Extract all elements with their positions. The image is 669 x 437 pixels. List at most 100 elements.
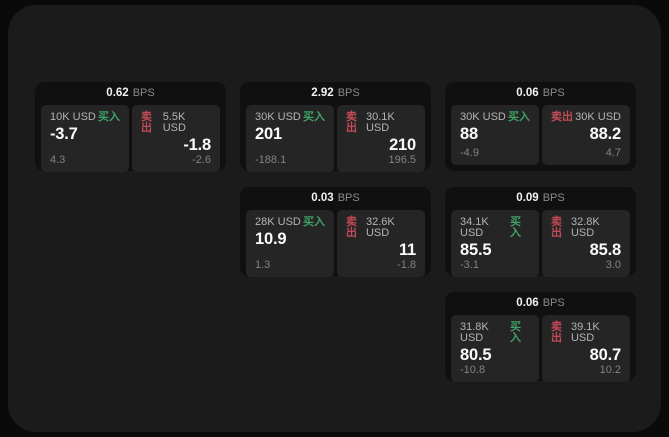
buy-label: 买入 bbox=[98, 111, 120, 123]
sell-price: 210 bbox=[389, 136, 416, 154]
sell-label: 卖出 bbox=[346, 111, 357, 134]
buy-delta: -188.1 bbox=[255, 153, 287, 166]
buy-label: 买入 bbox=[510, 321, 522, 344]
panel-top-row: 卖出 30.1K USD bbox=[346, 112, 416, 134]
card-body: 30K USD 买入 201 -188.1 卖出 30.1K USD 210 1… bbox=[240, 105, 431, 178]
buy-price: 88 bbox=[460, 125, 478, 143]
sell-price: -1.8 bbox=[183, 136, 211, 154]
bps-unit: BPS bbox=[542, 87, 565, 99]
buy-label: 买入 bbox=[303, 111, 325, 123]
quote-card[interactable]: 0.62 BPS 10K USD 买入 -3.7 4.3 卖出 5.5K USD… bbox=[35, 82, 226, 172]
bps-unit: BPS bbox=[542, 192, 565, 204]
quote-card[interactable]: 0.06 BPS 31.8K USD 买入 80.5 -10.8 卖出 39.1… bbox=[445, 292, 636, 382]
card-body: 31.8K USD 买入 80.5 -10.8 卖出 39.1K USD 80.… bbox=[445, 315, 636, 388]
panel-top-row: 30K USD 买入 bbox=[460, 112, 530, 123]
buy-price: 10.9 bbox=[255, 230, 287, 248]
sell-delta: 10.2 bbox=[599, 363, 621, 376]
card-header: 0.06 BPS bbox=[445, 82, 636, 105]
quote-card[interactable]: 0.06 BPS 30K USD 买入 88 -4.9 卖出 30K USD 8… bbox=[445, 82, 636, 171]
panel-top-row: 卖出 32.8K USD bbox=[551, 217, 621, 239]
sell-price: 80.7 bbox=[589, 346, 622, 364]
buy-label: 买入 bbox=[303, 216, 325, 228]
bps-unit: BPS bbox=[337, 87, 360, 99]
bps-value: 0.03 bbox=[311, 191, 334, 204]
panel-top-row: 30K USD 买入 bbox=[255, 112, 325, 123]
sell-price: 85.8 bbox=[589, 241, 622, 259]
buy-panel[interactable]: 34.1K USD 买入 85.5 -3.1 bbox=[451, 210, 539, 277]
buy-label: 买入 bbox=[510, 216, 522, 239]
buy-panel[interactable]: 28K USD 买入 10.9 1.3 bbox=[246, 210, 334, 277]
sell-delta: 196.5 bbox=[388, 153, 416, 166]
card-body: 10K USD 买入 -3.7 4.3 卖出 5.5K USD -1.8 -2.… bbox=[35, 105, 226, 178]
app-canvas: 0.62 BPS 10K USD 买入 -3.7 4.3 卖出 5.5K USD… bbox=[8, 5, 661, 432]
bps-unit: BPS bbox=[337, 192, 360, 204]
sell-panel[interactable]: 卖出 32.6K USD 11 -1.8 bbox=[337, 210, 425, 277]
sell-panel[interactable]: 卖出 32.8K USD 85.8 3.0 bbox=[542, 210, 630, 277]
notional-amount: 5.5K USD bbox=[162, 111, 186, 134]
card-body: 30K USD 买入 88 -4.9 卖出 30K USD 88.2 4.7 bbox=[445, 105, 636, 171]
panel-top-row: 10K USD 买入 bbox=[50, 112, 120, 123]
bps-value: 0.06 bbox=[516, 296, 539, 309]
sell-price: 88.2 bbox=[589, 125, 622, 143]
notional-amount: 31.8K USD bbox=[460, 321, 489, 344]
notional-amount: 30.1K USD bbox=[365, 111, 395, 134]
notional-amount: 34.1K USD bbox=[460, 216, 489, 239]
sell-panel[interactable]: 卖出 5.5K USD -1.8 -2.6 bbox=[132, 105, 220, 172]
quote-card[interactable]: 0.03 BPS 28K USD 买入 10.9 1.3 卖出 32.6K US… bbox=[240, 187, 431, 277]
panel-top-row: 卖出 32.6K USD bbox=[346, 217, 416, 239]
quote-card[interactable]: 0.09 BPS 34.1K USD 买入 85.5 -3.1 卖出 32.8K… bbox=[445, 187, 636, 277]
quote-card[interactable]: 2.92 BPS 30K USD 买入 201 -188.1 卖出 30.1K … bbox=[240, 82, 431, 172]
sell-delta: -2.6 bbox=[192, 153, 211, 166]
sell-panel[interactable]: 卖出 30K USD 88.2 4.7 bbox=[542, 105, 630, 165]
buy-delta: -10.8 bbox=[460, 363, 486, 376]
sell-label: 卖出 bbox=[551, 321, 562, 344]
card-header: 2.92 BPS bbox=[240, 82, 431, 105]
bps-value: 0.06 bbox=[516, 86, 539, 99]
sell-panel[interactable]: 卖出 39.1K USD 80.7 10.2 bbox=[542, 315, 630, 382]
buy-panel[interactable]: 30K USD 买入 201 -188.1 bbox=[246, 105, 334, 172]
sell-price: 11 bbox=[398, 241, 416, 259]
panel-top-row: 卖出 30K USD bbox=[551, 112, 621, 123]
panel-top-row: 28K USD 买入 bbox=[255, 217, 325, 228]
buy-panel[interactable]: 30K USD 买入 88 -4.9 bbox=[451, 105, 539, 165]
panel-top-row: 卖出 5.5K USD bbox=[141, 112, 211, 134]
buy-price: 201 bbox=[255, 125, 282, 143]
bps-value: 2.92 bbox=[311, 86, 334, 99]
sell-label: 卖出 bbox=[141, 111, 152, 134]
buy-price: 80.5 bbox=[460, 346, 492, 364]
card-header: 0.03 BPS bbox=[240, 187, 431, 210]
bps-value: 0.62 bbox=[106, 86, 129, 99]
panel-top-row: 卖出 39.1K USD bbox=[551, 322, 621, 344]
sell-delta: 3.0 bbox=[605, 258, 621, 271]
sell-panel[interactable]: 卖出 30.1K USD 210 196.5 bbox=[337, 105, 425, 172]
bps-unit: BPS bbox=[542, 297, 565, 309]
sell-label: 卖出 bbox=[346, 216, 357, 239]
card-header: 0.06 BPS bbox=[445, 292, 636, 315]
bps-value: 0.09 bbox=[516, 191, 539, 204]
buy-delta: 4.3 bbox=[50, 153, 66, 166]
notional-amount: 10K USD bbox=[50, 111, 96, 123]
buy-delta: 1.3 bbox=[255, 258, 271, 271]
sell-label: 卖出 bbox=[551, 216, 562, 239]
panel-top-row: 31.8K USD 买入 bbox=[460, 322, 530, 344]
sell-delta: 4.7 bbox=[605, 147, 621, 159]
notional-amount: 28K USD bbox=[255, 216, 301, 228]
buy-label: 买入 bbox=[508, 111, 530, 123]
sell-label: 卖出 bbox=[551, 111, 573, 123]
sell-delta: -1.8 bbox=[397, 258, 416, 271]
buy-panel[interactable]: 10K USD 买入 -3.7 4.3 bbox=[41, 105, 129, 172]
buy-price: 85.5 bbox=[460, 241, 492, 259]
buy-delta: -4.9 bbox=[460, 147, 479, 159]
card-header: 0.62 BPS bbox=[35, 82, 226, 105]
notional-amount: 39.1K USD bbox=[570, 321, 600, 344]
buy-panel[interactable]: 31.8K USD 买入 80.5 -10.8 bbox=[451, 315, 539, 382]
notional-amount: 30K USD bbox=[460, 111, 506, 123]
notional-amount: 30K USD bbox=[575, 111, 621, 123]
buy-delta: -3.1 bbox=[460, 258, 479, 271]
notional-amount: 32.8K USD bbox=[570, 216, 600, 239]
card-body: 34.1K USD 买入 85.5 -3.1 卖出 32.8K USD 85.8… bbox=[445, 210, 636, 283]
notional-amount: 30K USD bbox=[255, 111, 301, 123]
card-header: 0.09 BPS bbox=[445, 187, 636, 210]
bps-unit: BPS bbox=[132, 87, 155, 99]
buy-price: -3.7 bbox=[50, 125, 78, 143]
